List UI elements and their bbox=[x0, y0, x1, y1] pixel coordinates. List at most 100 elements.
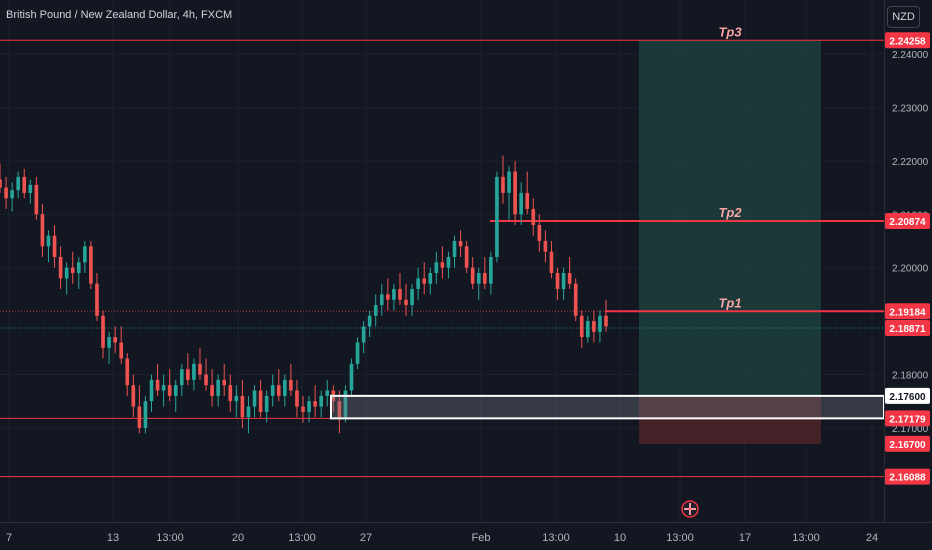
candle-bull[interactable] bbox=[173, 385, 178, 396]
candle-bull[interactable] bbox=[379, 294, 384, 306]
candle-bull[interactable] bbox=[307, 401, 311, 412]
candle-bear[interactable] bbox=[131, 385, 136, 407]
candle-bull[interactable] bbox=[161, 385, 166, 391]
candle-bull[interactable] bbox=[428, 273, 433, 284]
candle-bull[interactable] bbox=[434, 262, 439, 274]
candle-bear[interactable] bbox=[555, 273, 560, 290]
candle-bear[interactable] bbox=[228, 385, 233, 402]
candle-bull[interactable] bbox=[76, 262, 81, 274]
candle-bear[interactable] bbox=[398, 289, 402, 300]
candle-bull[interactable] bbox=[476, 273, 481, 284]
candle-bull[interactable] bbox=[452, 240, 457, 257]
candle-bull[interactable] bbox=[64, 267, 69, 279]
candle-bear[interactable] bbox=[276, 385, 281, 396]
candle-bear[interactable] bbox=[198, 363, 202, 375]
candle-bull[interactable] bbox=[143, 401, 148, 428]
candle-bear[interactable] bbox=[537, 224, 542, 241]
candle-bull[interactable] bbox=[83, 246, 87, 263]
candle-bull[interactable] bbox=[489, 257, 493, 284]
candle-bear[interactable] bbox=[567, 273, 572, 284]
candle-bear[interactable] bbox=[470, 267, 475, 284]
candle-bear[interactable] bbox=[501, 176, 505, 193]
candle-bear[interactable] bbox=[301, 406, 305, 412]
candle-bear[interactable] bbox=[0, 179, 2, 188]
candle-bull[interactable] bbox=[416, 278, 420, 290]
candle-bull[interactable] bbox=[149, 379, 154, 402]
candle-bull[interactable] bbox=[361, 326, 366, 343]
candle-bear[interactable] bbox=[573, 283, 578, 316]
candle-bull[interactable] bbox=[319, 395, 323, 407]
candle-bull[interactable] bbox=[598, 315, 602, 332]
candle-bull[interactable] bbox=[349, 363, 354, 391]
candles-layer[interactable] bbox=[0, 155, 608, 434]
candle-bear[interactable] bbox=[119, 342, 124, 359]
candle-bear[interactable] bbox=[155, 379, 160, 391]
candle-bull[interactable] bbox=[10, 190, 14, 199]
candle-bear[interactable] bbox=[95, 283, 99, 316]
candle-bull[interactable] bbox=[28, 184, 33, 193]
candle-bear[interactable] bbox=[4, 187, 8, 199]
candle-bull[interactable] bbox=[343, 390, 348, 418]
candle-bull[interactable] bbox=[216, 379, 220, 396]
candle-bull[interactable] bbox=[283, 379, 287, 396]
candle-bear[interactable] bbox=[549, 251, 554, 274]
candle-bear[interactable] bbox=[592, 321, 596, 332]
candle-bull[interactable] bbox=[507, 171, 511, 193]
candle-bull[interactable] bbox=[46, 235, 51, 247]
candle-bear[interactable] bbox=[240, 395, 245, 418]
candle-bear[interactable] bbox=[210, 385, 214, 396]
candle-bull[interactable] bbox=[586, 321, 590, 338]
candle-bull[interactable] bbox=[495, 176, 499, 257]
candle-bear[interactable] bbox=[579, 315, 584, 338]
candle-bear[interactable] bbox=[386, 294, 390, 300]
candle-bear[interactable] bbox=[167, 385, 172, 396]
candle-bull[interactable] bbox=[264, 395, 269, 412]
candle-bull[interactable] bbox=[107, 337, 111, 348]
candle-bear[interactable] bbox=[295, 390, 299, 407]
candle-bear[interactable] bbox=[440, 262, 445, 268]
candle-bear[interactable] bbox=[525, 192, 530, 209]
candle-bear[interactable] bbox=[258, 390, 263, 412]
candle-bear[interactable] bbox=[422, 278, 427, 284]
candle-bull[interactable] bbox=[192, 363, 196, 380]
candle-bull[interactable] bbox=[16, 176, 20, 191]
candle-bull[interactable] bbox=[234, 395, 239, 402]
candle-bear[interactable] bbox=[58, 257, 63, 279]
candle-bear[interactable] bbox=[186, 369, 190, 380]
candle-bear[interactable] bbox=[531, 208, 536, 225]
candle-bear[interactable] bbox=[40, 214, 45, 247]
candle-bull[interactable] bbox=[325, 390, 330, 396]
candle-bull[interactable] bbox=[561, 273, 566, 290]
candle-bear[interactable] bbox=[337, 401, 342, 418]
candle-bull[interactable] bbox=[270, 385, 275, 396]
candle-bear[interactable] bbox=[125, 358, 130, 386]
candle-bull[interactable] bbox=[252, 390, 257, 407]
candle-bull[interactable] bbox=[410, 289, 414, 306]
candle-bull[interactable] bbox=[246, 406, 251, 418]
candle-bear[interactable] bbox=[34, 184, 39, 215]
currency-button[interactable]: NZD bbox=[887, 6, 920, 28]
candle-bull[interactable] bbox=[373, 305, 378, 316]
candle-bear[interactable] bbox=[222, 379, 227, 386]
candle-bear[interactable] bbox=[22, 176, 27, 193]
candle-bear[interactable] bbox=[204, 374, 208, 386]
candle-bull[interactable] bbox=[367, 315, 372, 327]
candle-bull[interactable] bbox=[179, 369, 184, 386]
candle-bear[interactable] bbox=[404, 299, 408, 306]
candle-bear[interactable] bbox=[70, 267, 75, 274]
candle-bear[interactable] bbox=[313, 401, 317, 407]
uk-flag-icon[interactable] bbox=[681, 500, 699, 518]
candle-bear[interactable] bbox=[137, 406, 142, 428]
candle-bear[interactable] bbox=[513, 171, 517, 215]
candle-bear[interactable] bbox=[604, 315, 608, 327]
candle-bull[interactable] bbox=[355, 342, 360, 364]
candle-bear[interactable] bbox=[464, 246, 469, 268]
candle-bull[interactable] bbox=[392, 289, 396, 300]
candle-bear[interactable] bbox=[482, 273, 487, 284]
range-box-layer[interactable] bbox=[330, 394, 885, 420]
candle-bear[interactable] bbox=[52, 235, 57, 257]
range-box[interactable] bbox=[330, 394, 885, 420]
candle-bear[interactable] bbox=[543, 240, 548, 252]
candle-bear[interactable] bbox=[101, 315, 105, 348]
